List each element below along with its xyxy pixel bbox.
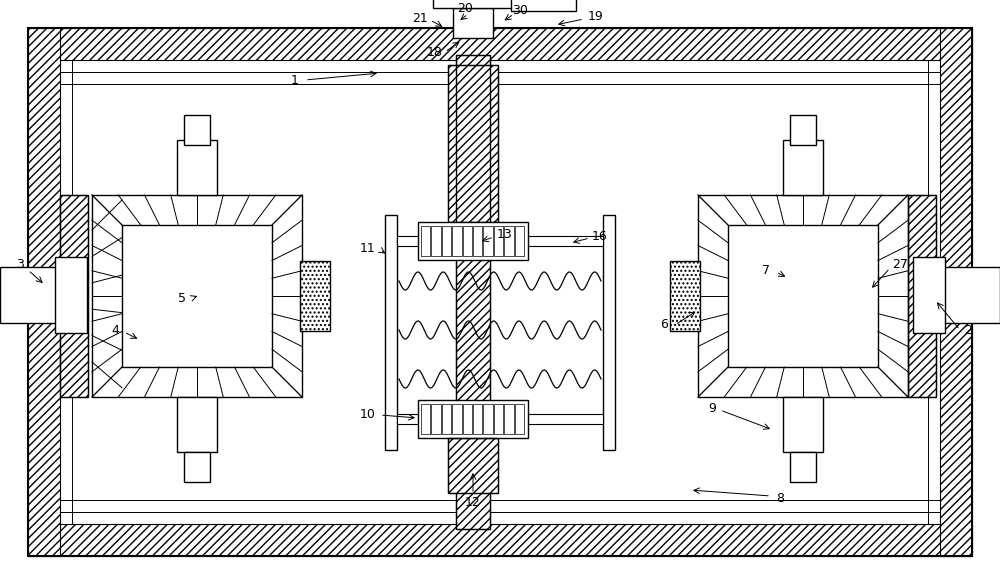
- Bar: [603, 215, 615, 450]
- Text: 27: 27: [892, 259, 908, 271]
- Bar: [790, 115, 816, 145]
- Bar: [418, 400, 528, 438]
- Bar: [463, 404, 472, 434]
- Bar: [448, 65, 498, 222]
- Bar: [60, 195, 88, 397]
- Bar: [385, 215, 397, 450]
- Bar: [528, 236, 603, 246]
- Bar: [397, 414, 418, 424]
- Text: 1: 1: [291, 74, 299, 87]
- Bar: [456, 55, 490, 529]
- Bar: [515, 404, 524, 434]
- Bar: [783, 397, 823, 452]
- Text: 5: 5: [178, 292, 186, 304]
- Bar: [504, 404, 514, 434]
- Bar: [456, 55, 490, 529]
- Text: 30: 30: [512, 3, 528, 16]
- Bar: [783, 140, 823, 195]
- Bar: [511, 0, 576, 11]
- Bar: [913, 257, 945, 333]
- Bar: [431, 226, 441, 256]
- Text: 16: 16: [592, 231, 608, 243]
- Bar: [448, 65, 498, 222]
- Text: 19: 19: [588, 10, 604, 23]
- Bar: [184, 115, 210, 145]
- Bar: [935, 267, 1000, 323]
- Bar: [448, 438, 498, 493]
- Text: 7: 7: [762, 264, 770, 277]
- Bar: [433, 0, 513, 8]
- Bar: [418, 222, 528, 260]
- Bar: [494, 226, 503, 256]
- Bar: [728, 225, 878, 367]
- Bar: [452, 404, 462, 434]
- Text: 12: 12: [465, 496, 481, 508]
- Text: 11: 11: [360, 242, 376, 254]
- Text: 10: 10: [360, 407, 376, 421]
- Bar: [177, 140, 217, 195]
- Bar: [908, 195, 936, 397]
- Text: 20: 20: [457, 2, 473, 15]
- Bar: [483, 226, 493, 256]
- Bar: [494, 404, 503, 434]
- Text: 21: 21: [412, 12, 428, 24]
- Bar: [421, 404, 430, 434]
- Bar: [55, 257, 87, 333]
- Bar: [300, 261, 330, 331]
- Bar: [28, 28, 972, 60]
- Bar: [790, 452, 816, 482]
- Bar: [670, 261, 700, 331]
- Bar: [177, 397, 217, 452]
- Text: 2: 2: [964, 324, 972, 336]
- Bar: [698, 195, 908, 397]
- Bar: [184, 452, 210, 482]
- Bar: [92, 195, 302, 397]
- Text: 9: 9: [708, 401, 716, 414]
- Text: 8: 8: [776, 492, 784, 504]
- Bar: [515, 226, 524, 256]
- Bar: [397, 236, 418, 246]
- Text: 4: 4: [111, 324, 119, 336]
- Bar: [483, 404, 493, 434]
- Bar: [442, 226, 451, 256]
- Bar: [0, 267, 65, 323]
- Bar: [453, 8, 493, 38]
- Bar: [28, 524, 972, 556]
- Bar: [473, 404, 482, 434]
- Text: 3: 3: [16, 259, 24, 271]
- Bar: [442, 404, 451, 434]
- Bar: [473, 226, 482, 256]
- Text: 13: 13: [497, 228, 513, 242]
- Bar: [940, 28, 972, 556]
- Bar: [60, 195, 88, 397]
- Bar: [528, 414, 603, 424]
- Bar: [452, 226, 462, 256]
- Bar: [463, 226, 472, 256]
- Bar: [448, 438, 498, 493]
- Bar: [28, 28, 60, 556]
- Bar: [908, 195, 936, 397]
- Bar: [504, 226, 514, 256]
- Bar: [421, 226, 430, 256]
- Bar: [122, 225, 272, 367]
- Text: 6: 6: [660, 318, 668, 332]
- Text: 18: 18: [427, 45, 443, 59]
- Bar: [431, 404, 441, 434]
